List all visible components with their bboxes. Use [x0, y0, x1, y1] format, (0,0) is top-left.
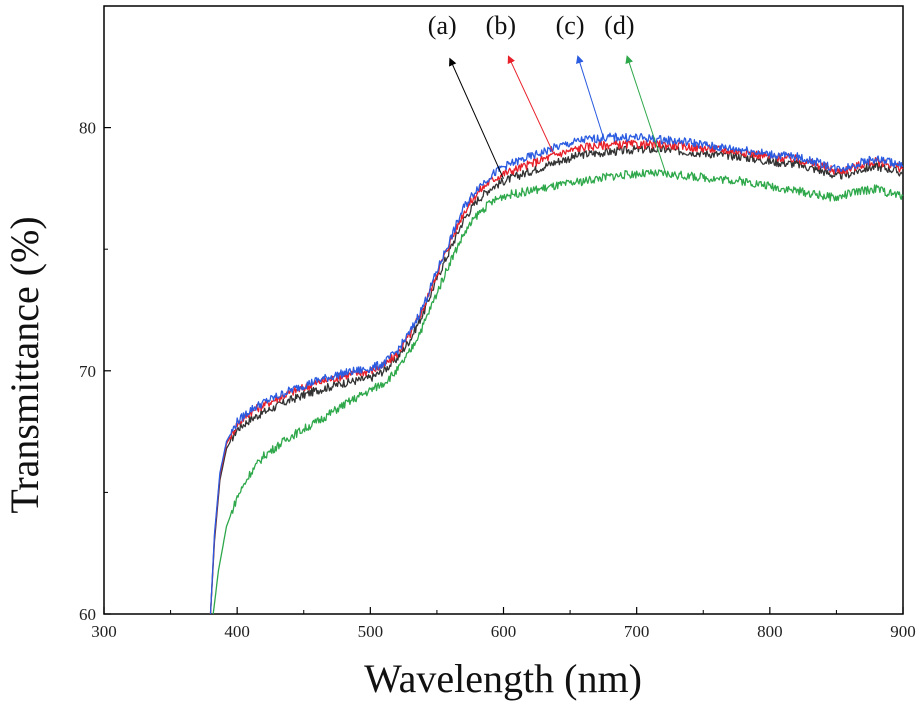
x-tick-label: 500	[358, 622, 384, 641]
annotation-arrow	[625, 55, 667, 174]
x-tick-label: 600	[491, 622, 517, 641]
plot-border	[103, 5, 904, 615]
curve-label: (d)	[604, 11, 634, 40]
series-line	[209, 132, 904, 615]
y-tick-label: 80	[79, 119, 96, 138]
annotation-arrow	[576, 55, 604, 138]
annotations: (a) (b) (c) (d)	[428, 11, 667, 179]
x-tick-label: 300	[91, 622, 117, 641]
series-group	[209, 132, 904, 615]
curve-label: (c)	[556, 11, 585, 40]
plot-frame	[103, 5, 904, 615]
y-axis-title: Transmittance (%)	[2, 216, 47, 513]
x-tick-label: 900	[890, 622, 916, 641]
series-line	[212, 169, 904, 615]
curve-label: (a)	[428, 11, 457, 40]
y-tick-label: 60	[79, 605, 96, 624]
axis-ticks: 300 400 500 600 700 800 900 60 70 80	[79, 119, 916, 641]
series-line	[209, 139, 904, 615]
x-tick-label: 800	[757, 622, 783, 641]
curve-label: (b)	[486, 11, 516, 40]
x-tick-label: 700	[624, 622, 650, 641]
y-tick-label: 70	[79, 362, 96, 381]
annotation-arrow	[449, 57, 504, 179]
series-line	[209, 144, 903, 615]
annotation-arrow	[507, 55, 554, 153]
x-tick-label: 400	[224, 622, 250, 641]
x-axis-title: Wavelength (nm)	[364, 656, 642, 701]
